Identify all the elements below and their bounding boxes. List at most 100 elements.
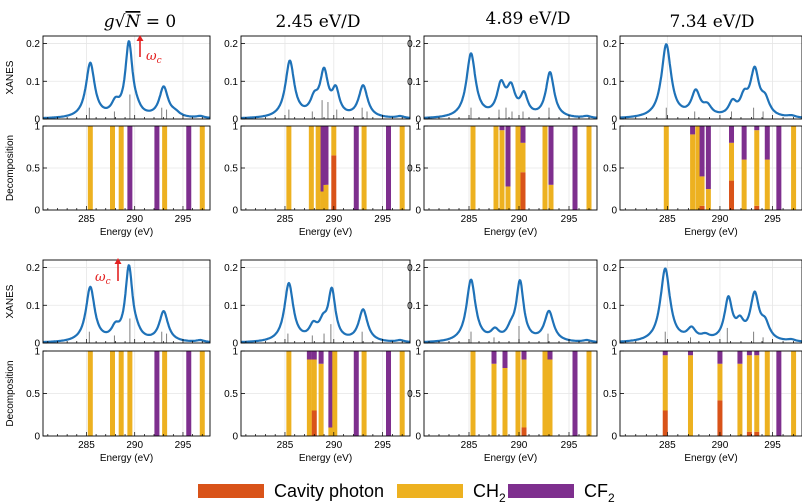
- decomp-bar-cf2: [386, 126, 392, 210]
- decomp-bar-cf2: [754, 351, 760, 356]
- omega-annotation-bottom: ωc: [95, 258, 122, 287]
- decomp-bar-ch2: [87, 351, 93, 436]
- decomp-ytick-label: 1: [415, 122, 421, 133]
- xanes-frame: [423, 259, 598, 344]
- decomp-bar-cf2: [328, 351, 334, 428]
- decomp-bar-cavity-photon: [520, 172, 526, 210]
- decomp-bar-cf2: [186, 351, 192, 436]
- panel-1-2: 0 0.1 0.2 0 0.5 1 285 290 295 Energy (eV): [407, 259, 598, 464]
- decomp-bar-cf2: [548, 126, 554, 185]
- decomp-bar-ch2: [717, 363, 723, 401]
- decomp-bar-cf2: [690, 126, 696, 135]
- decomp-bar-cavity-photon: [699, 205, 705, 210]
- decomp-bar-ch2: [361, 351, 367, 436]
- xlabel: Energy (eV): [684, 453, 737, 464]
- decomp-bar-ch2: [754, 130, 760, 206]
- decomp-bar-ch2: [586, 126, 592, 210]
- decomp-bar-cf2: [741, 126, 747, 160]
- decomp-bar-ch2: [399, 126, 405, 210]
- decomp-bar-ch2: [470, 351, 476, 436]
- decomp-bar-cf2: [154, 126, 160, 210]
- decomp-ytick-label: 1: [232, 122, 238, 133]
- decomp-xtick-label: 290: [325, 214, 342, 225]
- decomp-bar-cf2: [547, 351, 553, 360]
- decomp-xtick-label: 290: [126, 440, 143, 451]
- column-title-0: g√N = 0: [104, 12, 176, 32]
- decomp-bar-cf2: [746, 351, 752, 356]
- decomp-bar-ch2: [695, 126, 701, 210]
- decomp-bar-ch2: [306, 359, 312, 436]
- decomp-bar-ch2: [162, 351, 168, 436]
- decomp-bar-ch2: [286, 126, 292, 210]
- decomp-ytick-label: 0: [415, 206, 421, 217]
- decomp-bar-cf2: [687, 351, 693, 356]
- xlabel: Energy (eV): [100, 227, 153, 238]
- decomp-xtick-label: 295: [561, 214, 578, 225]
- decomp-ytick-label: 0.5: [603, 164, 617, 175]
- xanes-ytick-label: 0: [232, 339, 238, 350]
- decomp-bar-cf2: [662, 351, 668, 356]
- legend-swatch-cavity-photon: [198, 484, 264, 498]
- decomp-ytick-label: 0.5: [407, 389, 421, 400]
- decomp-bar-cf2: [705, 126, 711, 189]
- decomp-bar-cf2: [386, 351, 392, 436]
- xanes-frame: [423, 35, 598, 120]
- decomp-bar-ch2: [521, 359, 527, 428]
- column-title-1: 2.45 eV/D: [276, 12, 361, 32]
- xanes-spectrum-line: [423, 52, 598, 119]
- decomp-ytick-label: 0: [232, 432, 238, 443]
- decomp-xtick-label: 295: [764, 214, 781, 225]
- xanes-frame: [240, 35, 411, 120]
- decomp-bar-cf2: [764, 126, 770, 160]
- decomp-xtick-label: 295: [175, 440, 192, 451]
- decomp-bar-ch2: [515, 126, 521, 210]
- decomp-bar-ch2: [746, 355, 752, 432]
- decomp-bar-cf2: [499, 126, 505, 131]
- decomp-bar-ch2: [491, 363, 497, 436]
- decomp-xtick-label: 295: [175, 214, 192, 225]
- xanes-ytick-label: 0.1: [407, 77, 421, 88]
- decomp-xtick-label: 295: [764, 440, 781, 451]
- decomp-bar-cf2: [754, 126, 760, 131]
- decomp-bar-cavity-photon: [662, 410, 668, 436]
- panel-0-1: 0 0.1 0.2 0 0.5 1 285 290 295 Energy (eV): [224, 35, 411, 238]
- decomp-bar-ch2: [687, 355, 693, 436]
- decomp-bar-cf2: [520, 126, 526, 143]
- xanes-ytick-label: 0: [415, 115, 421, 126]
- decomp-ytick-label: 0.5: [407, 164, 421, 175]
- xanes-spectrum-line: [240, 281, 411, 344]
- xanes-ytick-label: 0.2: [224, 39, 238, 50]
- decomp-bar-ch2: [308, 126, 314, 210]
- decomp-bar-ch2: [331, 126, 337, 156]
- xanes-ytick-label: 0.1: [603, 77, 617, 88]
- decomp-bar-ch2: [586, 351, 592, 436]
- decomp-bar-cf2: [502, 351, 508, 368]
- xlabel: Energy (eV): [684, 227, 737, 238]
- xanes-ytick-label: 0.1: [407, 301, 421, 312]
- column-title-2: 4.89 eV/D: [486, 9, 571, 29]
- decomp-bar-cf2: [353, 126, 359, 210]
- decomp-bar-cavity-photon: [521, 427, 527, 436]
- decomp-ytick-label: 0: [611, 206, 617, 217]
- decomp-xtick-label: 285: [659, 214, 676, 225]
- xanes-ytick-label: 0: [611, 339, 617, 350]
- xlabel: Energy (eV): [299, 227, 352, 238]
- panels: 0 0.1 0.2 XANES 0 0.5 1 285 290 295 Energy (eV) Dec…: [5, 35, 802, 464]
- xanes-ytick-label: 0.2: [26, 263, 40, 274]
- decomp-ylabel: Decomposition: [5, 135, 16, 201]
- decomp-bar-cavity-photon: [331, 155, 337, 210]
- column-title-3: 7.34 eV/D: [670, 12, 755, 32]
- xanes-ytick-label: 0.2: [407, 263, 421, 274]
- decomp-bar-cf2: [521, 351, 527, 360]
- decomp-bar-cf2: [776, 126, 782, 210]
- legend-swatch-cf2: [508, 484, 574, 498]
- decomp-bar-cf2: [572, 126, 578, 210]
- decomp-bar-cf2: [127, 126, 133, 210]
- decomp-bar-cf2: [505, 126, 511, 187]
- decomp-bar-ch2: [741, 159, 747, 210]
- decomp-xtick-label: 290: [511, 440, 528, 451]
- xanes-ylabel: XANES: [5, 60, 16, 94]
- xanes-spectrum-line: [42, 40, 211, 120]
- xanes-ytick-label: 0.2: [26, 39, 40, 50]
